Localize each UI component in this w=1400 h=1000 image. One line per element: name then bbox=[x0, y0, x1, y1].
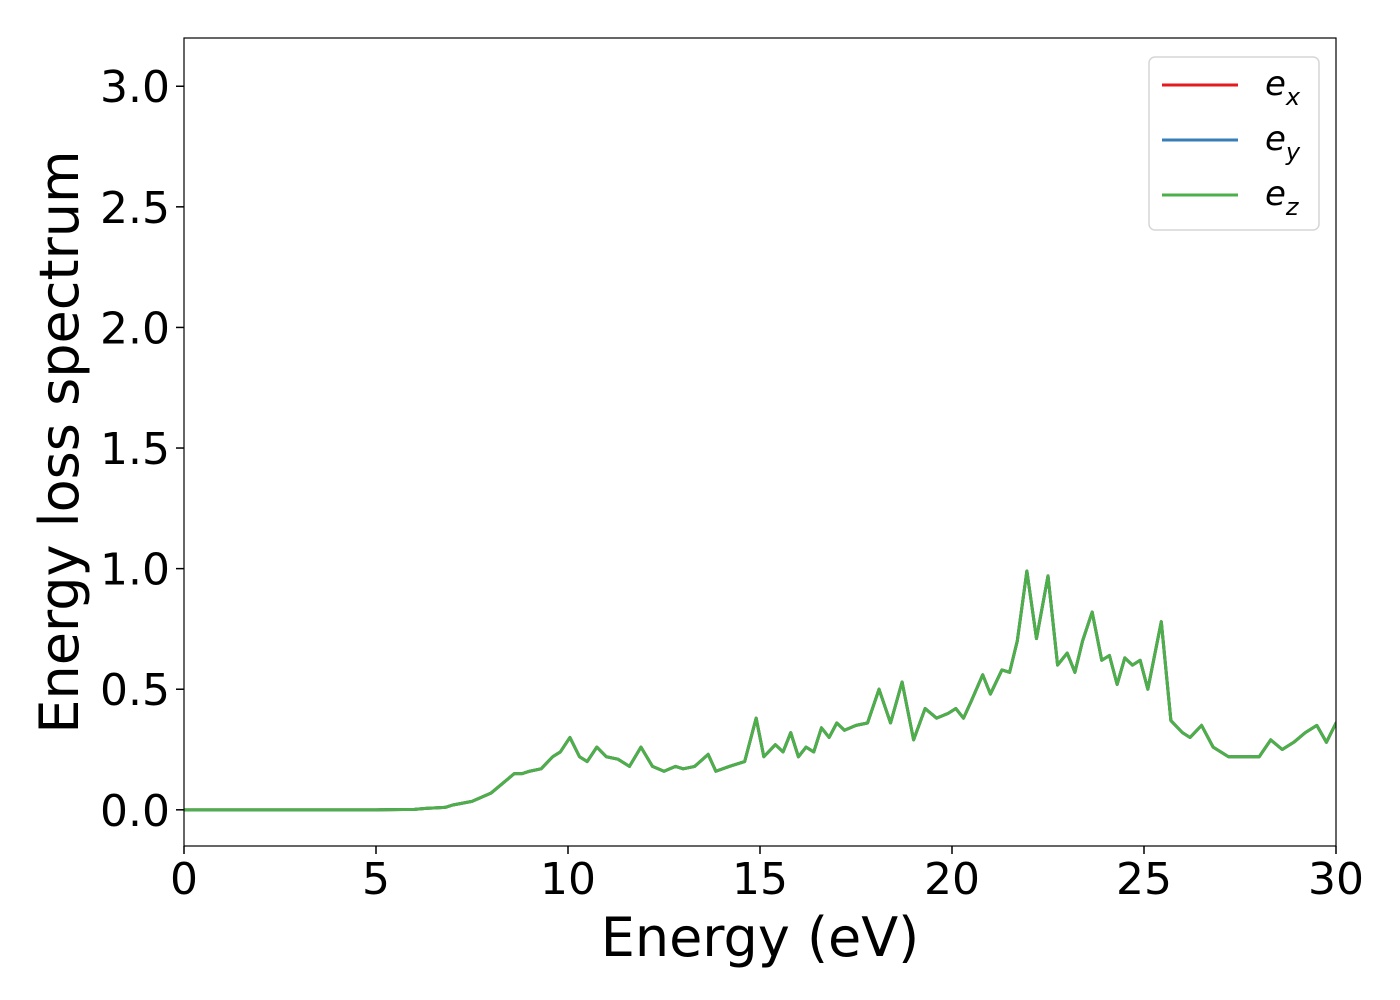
y-tick-label: 2.0 bbox=[100, 303, 170, 354]
legend-box bbox=[1148, 56, 1320, 231]
y-tick-label: 0.5 bbox=[100, 665, 170, 716]
y-tick-label: 2.5 bbox=[100, 183, 170, 234]
x-tick-label: 30 bbox=[1308, 854, 1364, 905]
legend-label-base: e bbox=[1265, 64, 1286, 104]
y-axis-label: Energy loss spectrum bbox=[28, 150, 91, 733]
y-tick-label: 0.0 bbox=[100, 786, 170, 837]
legend-label-z: ez bbox=[1265, 174, 1300, 221]
x-axis-ticks: 0 5 10 15 20 25 30 bbox=[170, 846, 1364, 905]
legend-label-subscript: y bbox=[1285, 138, 1301, 166]
y-tick-label: 1.0 bbox=[100, 545, 170, 596]
y-tick-label: 1.5 bbox=[100, 424, 170, 475]
x-tick-label: 25 bbox=[1116, 854, 1172, 905]
series-line-e-z bbox=[184, 569, 1336, 812]
x-axis-label: Energy (eV) bbox=[601, 906, 920, 969]
series-layer bbox=[184, 569, 1336, 812]
x-tick-label: 20 bbox=[924, 854, 980, 905]
x-tick-label: 0 bbox=[170, 854, 198, 905]
legend-label-y: ey bbox=[1265, 119, 1301, 166]
plot-background bbox=[184, 38, 1336, 846]
x-tick-label: 15 bbox=[732, 854, 788, 905]
y-tick-label: 3.0 bbox=[100, 62, 170, 113]
legend-label-x: ex bbox=[1265, 64, 1301, 111]
legend-label-subscript: x bbox=[1285, 83, 1301, 111]
x-tick-label: 10 bbox=[540, 854, 596, 905]
legend-label-base: e bbox=[1265, 174, 1286, 214]
legend-label-base: e bbox=[1265, 119, 1286, 159]
legend-label-subscript: z bbox=[1285, 193, 1300, 221]
y-axis-ticks: 0.0 0.5 1.0 1.5 2.0 2.5 3.0 bbox=[100, 62, 184, 837]
x-tick-label: 5 bbox=[362, 854, 390, 905]
